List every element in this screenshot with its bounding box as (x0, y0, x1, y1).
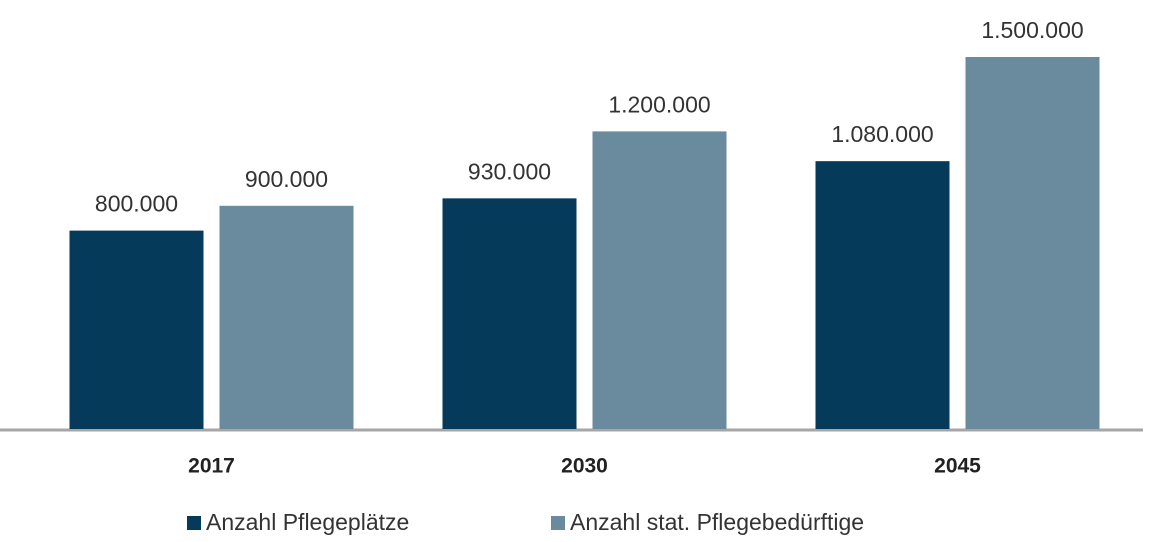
x-tick-label: 2045 (934, 455, 981, 478)
legend-label: Anzahl Pflegeplätze (206, 509, 409, 535)
value-label: 1.200.000 (608, 91, 710, 117)
value-label: 1.080.000 (831, 121, 933, 147)
value-label: 1.500.000 (981, 17, 1083, 43)
bar (442, 198, 577, 429)
bar (965, 57, 1100, 429)
value-label: 900.000 (245, 166, 328, 192)
legend-swatch (551, 516, 565, 530)
bar (219, 205, 354, 429)
x-tick-label: 2017 (188, 455, 235, 478)
value-label: 800.000 (95, 191, 178, 217)
bar (815, 161, 950, 429)
bar (69, 230, 204, 429)
legend-swatch (187, 516, 201, 530)
bar (592, 131, 727, 429)
legend-label: Anzahl stat. Pflegebedürftige (570, 509, 864, 535)
x-tick-label: 2030 (561, 455, 608, 478)
value-label: 930.000 (468, 158, 551, 184)
